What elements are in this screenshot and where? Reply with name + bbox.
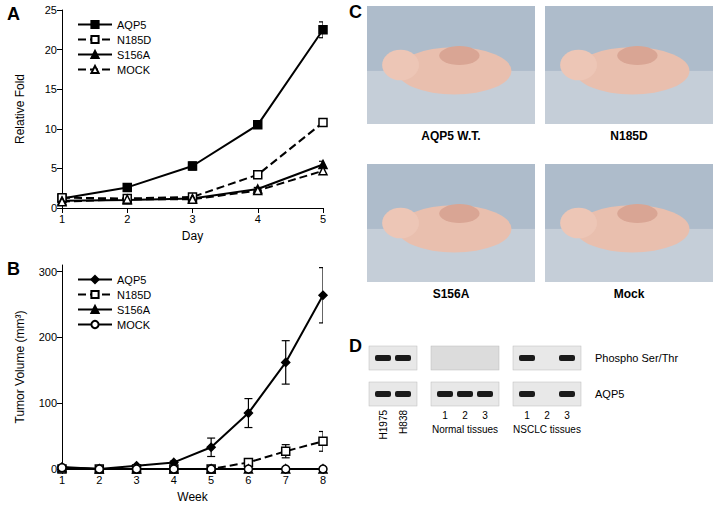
svg-text:S156A: S156A xyxy=(433,287,470,301)
svg-text:Day: Day xyxy=(182,229,203,243)
svg-text:MOCK: MOCK xyxy=(117,319,151,331)
svg-text:4: 4 xyxy=(255,213,261,225)
svg-text:1: 1 xyxy=(442,410,448,421)
svg-text:S156A: S156A xyxy=(117,304,151,316)
svg-text:8: 8 xyxy=(320,474,326,486)
svg-text:Normal tissues: Normal tissues xyxy=(432,424,498,435)
svg-text:3: 3 xyxy=(482,410,488,421)
svg-text:25: 25 xyxy=(45,4,57,16)
svg-text:Week: Week xyxy=(177,490,208,504)
svg-text:1: 1 xyxy=(524,410,530,421)
svg-text:300: 300 xyxy=(39,266,57,278)
svg-text:Mock: Mock xyxy=(614,287,645,301)
svg-text:AQP5: AQP5 xyxy=(117,19,146,31)
svg-text:Tumor Volume (mm³): Tumor Volume (mm³) xyxy=(13,311,27,424)
svg-text:S156A: S156A xyxy=(117,49,151,61)
svg-text:2: 2 xyxy=(462,410,468,421)
svg-text:2: 2 xyxy=(124,213,130,225)
svg-text:C: C xyxy=(349,2,362,22)
svg-text:3: 3 xyxy=(189,213,195,225)
svg-text:5: 5 xyxy=(208,474,214,486)
svg-text:AQP5: AQP5 xyxy=(595,388,624,400)
svg-text:5: 5 xyxy=(51,162,57,174)
svg-text:N185D: N185D xyxy=(117,289,151,301)
svg-text:MOCK: MOCK xyxy=(117,64,151,76)
svg-text:NSCLC tissues: NSCLC tissues xyxy=(513,424,581,435)
svg-text:0: 0 xyxy=(51,202,57,214)
svg-text:Phospho Ser/Thr: Phospho Ser/Thr xyxy=(595,352,678,364)
svg-text:3: 3 xyxy=(564,410,570,421)
svg-text:3: 3 xyxy=(134,474,140,486)
svg-text:2: 2 xyxy=(96,474,102,486)
svg-text:N185D: N185D xyxy=(117,34,151,46)
svg-text:N185D: N185D xyxy=(610,129,648,143)
svg-text:7: 7 xyxy=(283,474,289,486)
svg-text:B: B xyxy=(7,259,20,279)
svg-text:AQP5: AQP5 xyxy=(117,274,146,286)
svg-text:200: 200 xyxy=(39,331,57,343)
svg-text:100: 100 xyxy=(39,397,57,409)
svg-text:2: 2 xyxy=(544,410,550,421)
svg-text:D: D xyxy=(349,336,362,356)
svg-text:1: 1 xyxy=(59,474,65,486)
svg-text:H838: H838 xyxy=(398,410,409,434)
svg-text:20: 20 xyxy=(45,44,57,56)
svg-text:1: 1 xyxy=(59,213,65,225)
svg-text:H1975: H1975 xyxy=(378,410,389,440)
svg-text:6: 6 xyxy=(245,474,251,486)
svg-text:15: 15 xyxy=(45,83,57,95)
svg-text:5: 5 xyxy=(320,213,326,225)
svg-text:0: 0 xyxy=(51,463,57,475)
svg-text:A: A xyxy=(7,4,20,24)
svg-text:10: 10 xyxy=(45,123,57,135)
svg-text:4: 4 xyxy=(171,474,177,486)
svg-text:Relative Fold: Relative Fold xyxy=(13,74,27,144)
svg-text:AQP5 W.T.: AQP5 W.T. xyxy=(421,129,480,143)
